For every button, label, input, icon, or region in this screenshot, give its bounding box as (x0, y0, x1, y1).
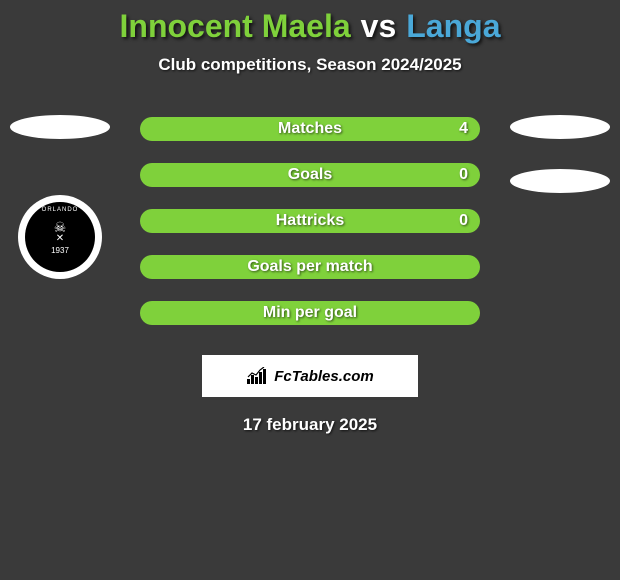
player2-name: Langa (406, 8, 500, 45)
stat-value: 0 (459, 166, 468, 184)
stat-bar-matches: Matches 4 (140, 117, 480, 141)
stats-area: ORLANDO ☠ ✕ 1937 Matches 4 Goals 0 Hattr… (0, 117, 620, 325)
stat-bar-min-per-goal: Min per goal (140, 301, 480, 325)
subtitle: Club competitions, Season 2024/2025 (158, 55, 461, 75)
badge-inner: ORLANDO ☠ ✕ 1937 (25, 202, 95, 272)
footer-brand-text: FcTables.com (274, 368, 373, 385)
stat-bar-goals-per-match: Goals per match (140, 255, 480, 279)
badge-text-top: ORLANDO (42, 207, 79, 213)
date-text: 17 february 2025 (243, 415, 377, 435)
stat-label: Hattricks (276, 212, 344, 230)
decor-oval-right-1 (510, 115, 610, 139)
stat-label: Goals (288, 166, 332, 184)
stats-column: Matches 4 Goals 0 Hattricks 0 Goals per … (140, 117, 480, 325)
crossbones-icon: ✕ (56, 234, 64, 244)
footer-brand-box: FcTables.com (202, 355, 418, 397)
bar-chart-icon (246, 367, 268, 385)
decor-oval-left (10, 115, 110, 139)
stat-bar-goals: Goals 0 (140, 163, 480, 187)
stat-value: 0 (459, 212, 468, 230)
vs-text: vs (361, 8, 397, 45)
decor-oval-right-2 (510, 169, 610, 193)
skull-icon: ☠ (54, 220, 67, 234)
badge-year: 1937 (51, 246, 69, 255)
stat-label: Matches (278, 120, 342, 138)
badge-outer-ring: ORLANDO ☠ ✕ 1937 (18, 195, 102, 279)
player1-name: Innocent Maela (120, 8, 351, 45)
stat-value: 4 (459, 120, 468, 138)
stat-label: Goals per match (247, 258, 372, 276)
main-container: Innocent Maela vs Langa Club competition… (0, 0, 620, 435)
stat-bar-hattricks: Hattricks 0 (140, 209, 480, 233)
club-badge: ORLANDO ☠ ✕ 1937 (18, 195, 102, 279)
title-row: Innocent Maela vs Langa (120, 8, 501, 45)
stat-label: Min per goal (263, 304, 357, 322)
